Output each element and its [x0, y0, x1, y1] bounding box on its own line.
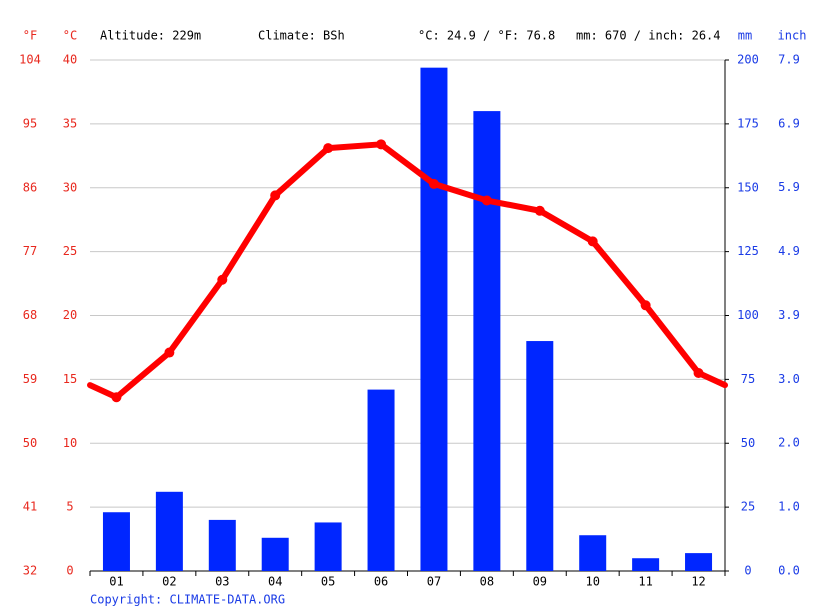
- y-tick-label: 15: [63, 372, 77, 386]
- y3-tick-label: 77: [23, 244, 37, 258]
- x-tick-label: 07: [427, 575, 441, 589]
- bar: [314, 522, 342, 571]
- bar: [473, 111, 501, 571]
- y3-tick-label: 50: [23, 436, 37, 450]
- bar: [632, 558, 660, 571]
- y3-unit: °F: [23, 29, 37, 43]
- y3-tick-label: 95: [23, 116, 37, 130]
- y4-tick-label: 1.0: [778, 500, 800, 514]
- y4-tick-label: 3.9: [778, 308, 800, 322]
- bar: [526, 341, 554, 571]
- y2-tick-label: 0: [744, 564, 751, 578]
- temperature-point: [376, 139, 387, 150]
- bar: [367, 389, 395, 571]
- annual-precipitation: mm: 670 / inch: 26.4: [576, 29, 721, 43]
- y3-tick-label: 41: [23, 500, 37, 514]
- x-tick-label: 02: [162, 575, 176, 589]
- y-tick-label: 25: [63, 244, 77, 258]
- temperature-point: [164, 347, 175, 358]
- x-tick-label: 03: [215, 575, 229, 589]
- x-tick-label: 05: [321, 575, 335, 589]
- y-tick-label: 35: [63, 116, 77, 130]
- y-tick-label: 20: [63, 308, 77, 322]
- y2-tick-label: 150: [737, 180, 759, 194]
- x-tick-label: 09: [533, 575, 547, 589]
- y3-tick-label: 86: [23, 180, 37, 194]
- y3-tick-label: 68: [23, 308, 37, 322]
- y-tick-label: 5: [66, 500, 73, 514]
- temperature-point: [640, 300, 651, 311]
- y2-tick-label: 100: [737, 308, 759, 322]
- bar: [208, 519, 236, 571]
- bar: [685, 553, 713, 571]
- y4-unit: inch: [778, 29, 807, 43]
- y2-tick-label: 25: [741, 500, 755, 514]
- temperature-line: [114, 141, 701, 400]
- y4-tick-label: 3.0: [778, 372, 800, 386]
- temperature-point: [534, 205, 545, 216]
- y-unit: °C: [63, 29, 77, 43]
- temperature-point: [270, 190, 281, 201]
- x-tick-label: 01: [109, 575, 123, 589]
- x-tick-label: 12: [691, 575, 705, 589]
- y2-tick-label: 175: [737, 116, 759, 130]
- y4-tick-label: 5.9: [778, 180, 800, 194]
- annual-temperature: °C: 24.9 / °F: 76.8: [418, 29, 555, 43]
- altitude: Altitude: 229m: [100, 29, 201, 43]
- temperature-point: [217, 274, 228, 285]
- temperature-point: [587, 236, 598, 247]
- y4-tick-label: 2.0: [778, 436, 800, 450]
- bar: [102, 512, 130, 571]
- y-tick-label: 30: [63, 180, 77, 194]
- bar: [579, 535, 607, 571]
- y2-tick-label: 125: [737, 244, 759, 258]
- y4-tick-label: 6.9: [778, 116, 800, 130]
- y3-tick-label: 104: [19, 53, 41, 67]
- x-tick-label: 10: [585, 575, 599, 589]
- y2-tick-label: 50: [741, 436, 755, 450]
- temperature-point: [481, 195, 492, 206]
- y3-tick-label: 59: [23, 372, 37, 386]
- temperature-point: [428, 178, 439, 189]
- temperature-point: [111, 392, 122, 403]
- y-tick-label: 10: [63, 436, 77, 450]
- y2-tick-label: 75: [741, 372, 755, 386]
- x-tick-label: 04: [268, 575, 282, 589]
- y3-tick-label: 32: [23, 564, 37, 578]
- x-tick-label: 06: [374, 575, 388, 589]
- bar: [420, 67, 448, 571]
- y-tick-label: 40: [63, 53, 77, 67]
- x-tick-label: 08: [480, 575, 494, 589]
- temperature-point: [693, 367, 704, 378]
- bar: [261, 537, 289, 571]
- y4-tick-label: 4.9: [778, 244, 800, 258]
- y4-tick-label: 7.9: [778, 53, 800, 67]
- y2-tick-label: 200: [737, 53, 759, 67]
- y2-unit: mm: [738, 29, 752, 43]
- y4-tick-label: 0.0: [778, 564, 800, 578]
- y-tick-label: 0: [66, 564, 73, 578]
- climate: Climate: BSh: [258, 29, 345, 43]
- temperature-point: [323, 143, 334, 154]
- bar: [155, 491, 183, 571]
- copyright[interactable]: Copyright: CLIMATE-DATA.ORG: [90, 593, 285, 607]
- x-tick-label: 11: [638, 575, 652, 589]
